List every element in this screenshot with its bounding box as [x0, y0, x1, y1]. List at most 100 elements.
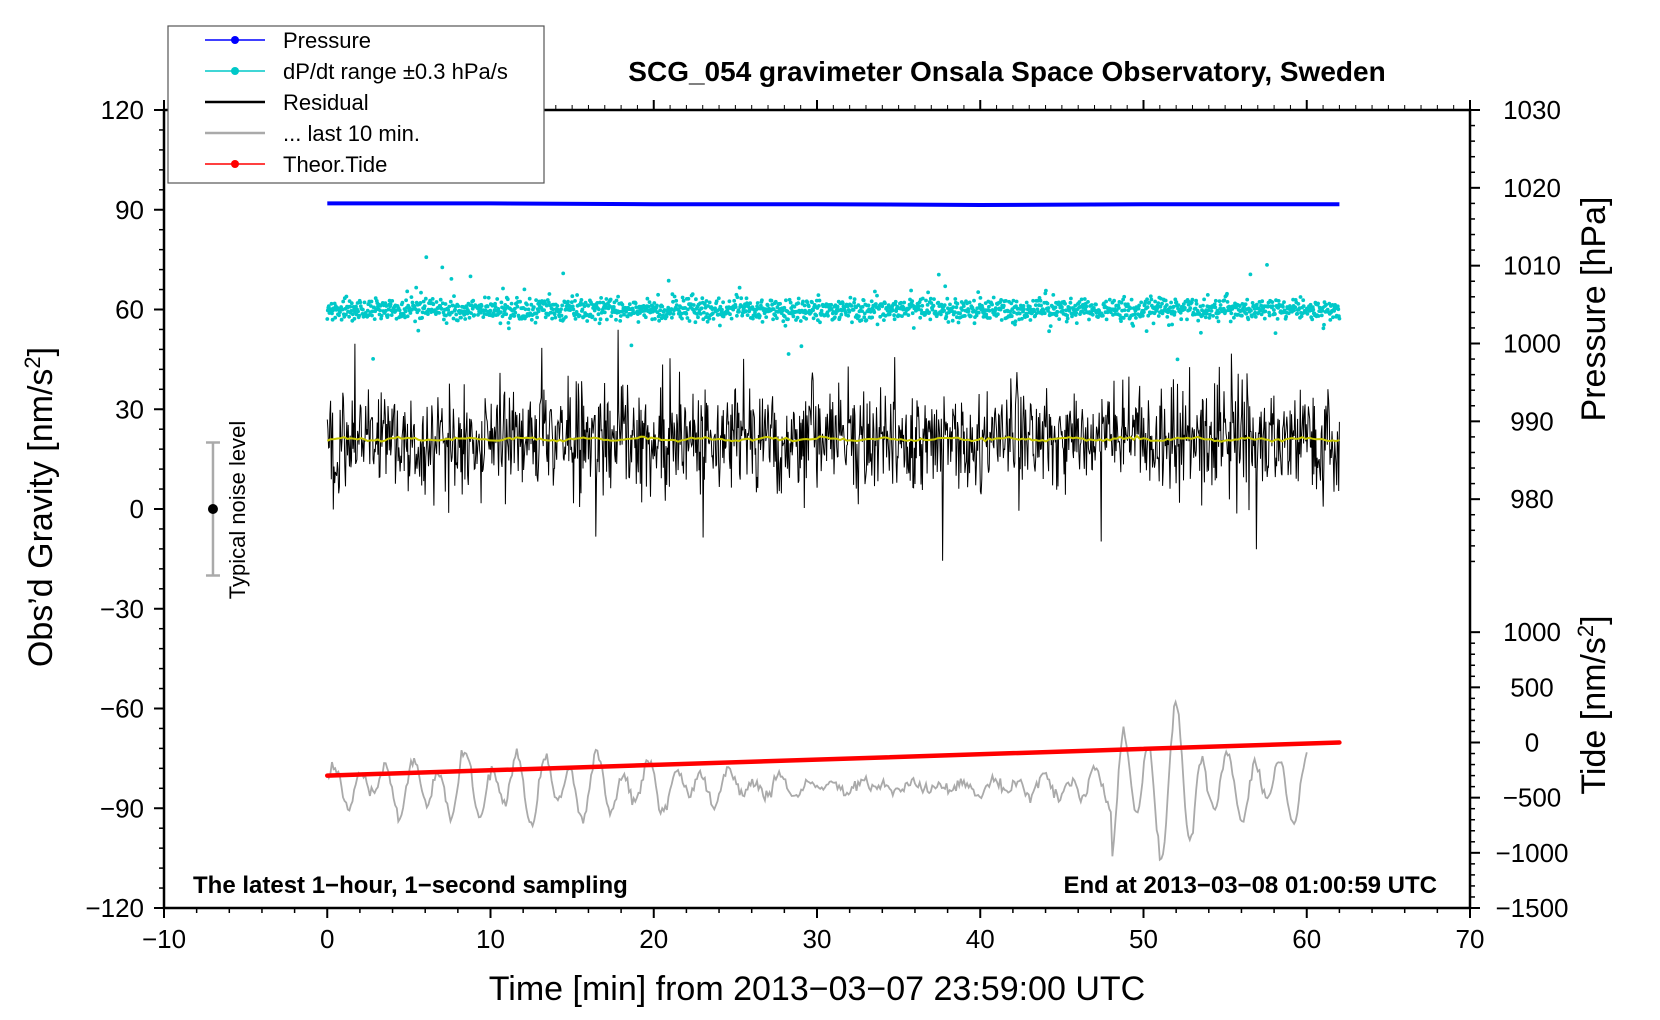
dpdt-point [1054, 313, 1059, 318]
dpdt-point [966, 309, 971, 314]
dpdt-point [535, 315, 539, 320]
dpdt-point [410, 300, 415, 305]
dpdt-point [798, 319, 803, 323]
dpdt-point [499, 300, 504, 305]
dpdt-point [1194, 302, 1199, 306]
dpdt-point [727, 299, 732, 304]
dpdt-point [409, 295, 414, 299]
dpdt-point [1250, 314, 1254, 319]
dpdt-point [1194, 298, 1198, 303]
dpdt-point [472, 313, 477, 317]
dpdt-point [900, 314, 904, 318]
dpdt-point [771, 307, 776, 311]
dpdt-point [426, 312, 430, 316]
dpdt-point [1156, 314, 1161, 318]
dpdt-point [851, 308, 856, 312]
dpdt-point [887, 312, 892, 317]
dpdt-point [1298, 295, 1303, 299]
dpdt-point [1295, 311, 1300, 316]
y-tick-label: 60 [115, 295, 144, 325]
dpdt-point [775, 305, 780, 310]
dpdt-point [920, 296, 925, 301]
dpdt-point [1035, 307, 1040, 312]
dpdt-point [1293, 305, 1298, 310]
dpdt-point [1147, 300, 1152, 305]
dpdt-point [711, 311, 715, 316]
dpdt-point [714, 299, 719, 304]
dpdt-point [344, 294, 349, 299]
dpdt-point [1079, 297, 1084, 302]
dpdt-point [1149, 297, 1154, 302]
dpdt-point [976, 290, 981, 294]
dpdt-point [702, 310, 706, 315]
dpdt-point [542, 308, 546, 312]
dpdt-point [490, 303, 495, 308]
dpdt-point [672, 294, 677, 299]
dpdt-point [952, 310, 957, 314]
dpdt-point [1208, 312, 1212, 317]
tide-line [325, 740, 1342, 778]
chart-title: SCG_054 gravimeter Onsala Space Observat… [628, 56, 1385, 87]
dpdt-point [1109, 310, 1113, 315]
dpdt-point [1042, 311, 1047, 316]
dpdt-point [664, 314, 669, 319]
dpdt-point [674, 298, 679, 303]
dpdt-point [852, 297, 857, 302]
dpdt-point [1009, 314, 1014, 319]
dpdt-point [1145, 305, 1150, 310]
dpdt-point [739, 296, 744, 301]
dpdt-point [705, 319, 710, 324]
dpdt-point [942, 308, 946, 313]
dpdt-point [344, 312, 348, 317]
dpdt-point [1028, 304, 1032, 309]
dpdt-point [505, 297, 510, 302]
dpdt-point [656, 292, 660, 297]
dpdt-point [1053, 305, 1058, 310]
dpdt-point [759, 303, 763, 308]
dpdt-point [1128, 306, 1133, 310]
dpdt-point [910, 299, 915, 303]
dpdt-point [629, 343, 634, 348]
dpdt-point [1225, 300, 1230, 304]
dpdt-point [422, 304, 427, 308]
dpdt-point [347, 314, 351, 319]
dpdt-point [909, 288, 913, 293]
dpdt-point [757, 314, 762, 318]
dpdt-point [448, 299, 453, 304]
dpdt-point [810, 300, 814, 305]
dpdt-point [829, 307, 834, 311]
dpdt-point [624, 309, 628, 314]
dpdt-point [846, 313, 851, 318]
dpdt-point [582, 304, 587, 309]
dpdt-point [775, 316, 779, 321]
dpdt-point [1013, 322, 1017, 327]
dpdt-point [883, 301, 887, 306]
dpdt-point [1011, 298, 1016, 303]
dpdt-point [735, 313, 739, 318]
dpdt-point [875, 293, 879, 298]
dpdt-point [1272, 308, 1276, 312]
dpdt-point [653, 317, 657, 321]
dpdt-point [1218, 303, 1223, 307]
dpdt-point [926, 290, 930, 295]
dpdt-point [958, 311, 962, 316]
dpdt-point [1051, 293, 1056, 297]
dpdt-point [1253, 315, 1258, 319]
dpdt-point [493, 301, 497, 306]
dpdt-point [1331, 315, 1335, 320]
dpdt-point [963, 314, 967, 318]
dpdt-point [796, 301, 801, 306]
dpdt-point [1213, 298, 1218, 303]
dpdt-point [704, 299, 709, 303]
dpdt-point [483, 295, 487, 300]
dpdt-point [1021, 304, 1026, 308]
x-tick-label: 60 [1292, 924, 1321, 954]
dpdt-point [1025, 314, 1030, 319]
dpdt-point [918, 315, 923, 320]
dpdt-point [1203, 315, 1208, 320]
dpdt-point [765, 303, 770, 308]
dpdt-point [523, 307, 528, 312]
dpdt-point [657, 318, 661, 323]
dpdt-point [452, 294, 456, 298]
dpdt-point [1213, 305, 1218, 310]
